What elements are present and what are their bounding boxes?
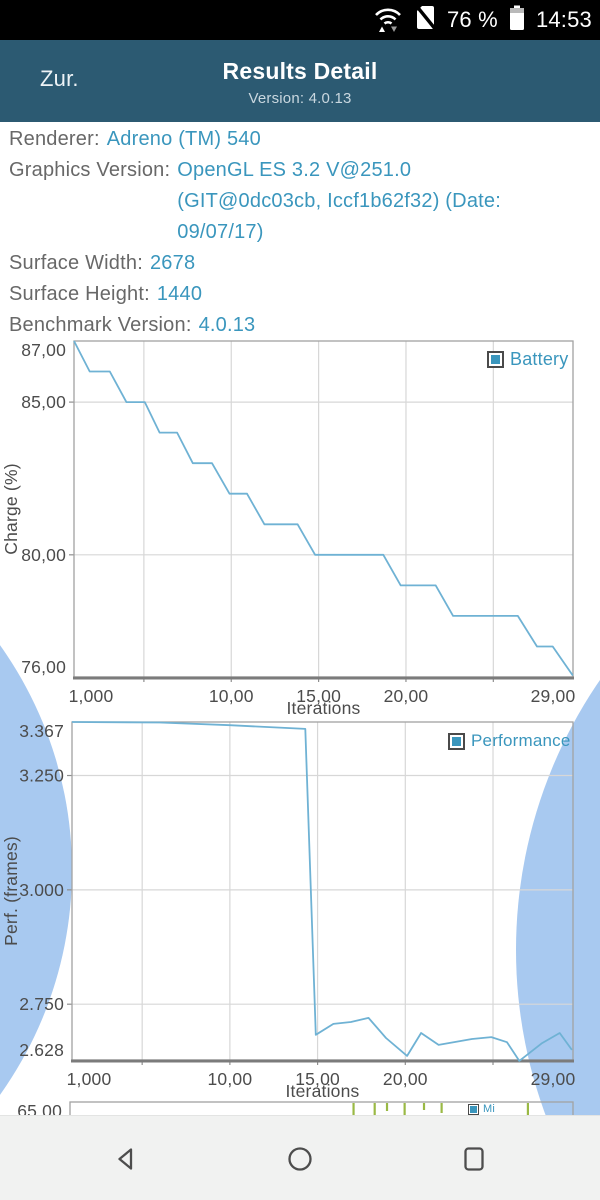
background-circle-left — [0, 483, 72, 1200]
info-value: OpenGL ES 3.2 V@251.0 (GIT@0dc03cb, Iccf… — [177, 159, 501, 243]
clock: 14:53 — [535, 7, 592, 32]
x-axis-title: Iterations — [287, 698, 361, 718]
y-axis-tick-label: 85,00 — [21, 392, 66, 412]
x-axis-tick-label: 10,00 — [209, 686, 254, 706]
status-bar: 76 % 14:53 — [0, 0, 600, 40]
info-row-renderer: Renderer: Adreno (TM) 540 — [9, 124, 594, 155]
info-row-graphics-version: Graphics Version: OpenGL ES 3.2 V@251.0 … — [9, 155, 594, 248]
battery-icon — [507, 3, 527, 38]
plot-border — [73, 340, 574, 678]
data-line-battery — [73, 340, 574, 677]
info-label: Surface Width: — [9, 252, 143, 274]
x-axis-tick-label: 15,00 — [296, 686, 341, 706]
legend-swatch-icon — [468, 1103, 479, 1115]
info-value: 1440 — [156, 283, 203, 305]
y-axis-tick-label: 76,00 — [21, 657, 66, 677]
legend-label: Mi — [483, 1103, 496, 1115]
info-value: 4.0.13 — [198, 314, 256, 336]
y-axis-tick-label: 87,00 — [21, 340, 66, 360]
back-icon[interactable] — [113, 1146, 139, 1177]
x-axis-tick-label: 20,00 — [383, 1069, 428, 1089]
x-axis-tick-label: 10,00 — [207, 1069, 252, 1089]
legend-label: Performance — [471, 731, 571, 750]
legend-label: Battery — [510, 349, 569, 369]
legend-swatch-icon — [487, 351, 504, 368]
info-value: Adreno (TM) 540 — [106, 128, 261, 150]
legend-performance: Performance — [448, 731, 571, 751]
legend-mini-chart: Mi — [468, 1103, 495, 1115]
app-version: Version: 4.0.13 — [248, 90, 352, 107]
wifi-icon — [372, 3, 404, 38]
no-sim-icon — [413, 2, 438, 37]
info-row-surface-height: Surface Height: 1440 — [9, 279, 594, 310]
y-axis-title: Charge (%) — [1, 463, 21, 554]
legend-battery: Battery — [487, 349, 568, 370]
legend-swatch-icon — [448, 732, 465, 750]
device-info-block: Renderer: Adreno (TM) 540 Graphics Versi… — [9, 124, 594, 341]
x-axis-title: Iterations — [286, 1081, 360, 1101]
android-nav-bar — [0, 1115, 600, 1200]
info-row-surface-width: Surface Width: 2678 — [9, 248, 594, 279]
back-button[interactable]: Zur. — [40, 66, 79, 91]
background-circle-right — [516, 474, 600, 1200]
info-label: Graphics Version: — [9, 159, 171, 181]
x-axis-tick-label: 1,000 — [67, 1069, 112, 1089]
info-label: Surface Height: — [9, 283, 150, 305]
home-icon[interactable] — [287, 1146, 313, 1177]
battery-percent: 76 % — [446, 7, 498, 32]
info-value: 2678 — [149, 252, 196, 274]
info-label: Benchmark Version: — [9, 314, 192, 336]
x-axis-tick-label: 15,00 — [295, 1069, 340, 1089]
page-title: Results Detail — [222, 58, 378, 84]
info-row-benchmark-version: Benchmark Version: 4.0.13 — [9, 310, 594, 341]
app-header: Zur. Results Detail Version: 4.0.13 — [0, 40, 600, 122]
x-axis-tick-label: 20,00 — [384, 686, 429, 706]
data-line-performance — [71, 721, 573, 1062]
y-axis-tick-label: 80,00 — [21, 545, 66, 565]
info-label: Renderer: — [9, 128, 100, 150]
plot-border — [71, 721, 574, 1061]
recents-icon[interactable] — [461, 1146, 487, 1177]
x-axis-tick-label: 1,000 — [69, 686, 114, 706]
x-axis-tick-label: 29,00 — [531, 686, 576, 706]
